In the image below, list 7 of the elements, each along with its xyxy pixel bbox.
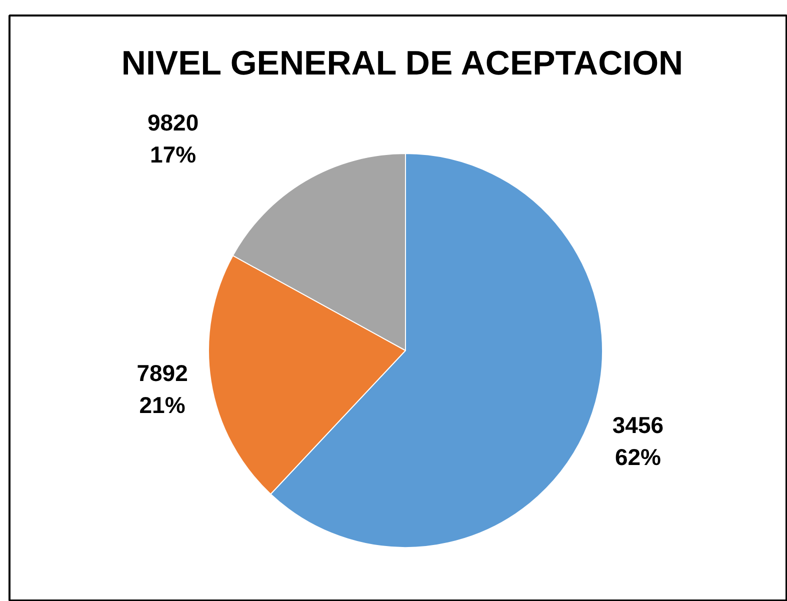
slice-label: 9820 <box>147 110 199 136</box>
chart-title: NIVEL GENERAL DE ACEPTACION <box>121 44 684 82</box>
slice-label: 7892 <box>136 360 188 386</box>
data-label: 62% <box>614 444 661 470</box>
data-label: 21% <box>139 392 186 418</box>
slice-label: 3456 <box>612 412 664 438</box>
data-label: 17% <box>150 142 196 168</box>
